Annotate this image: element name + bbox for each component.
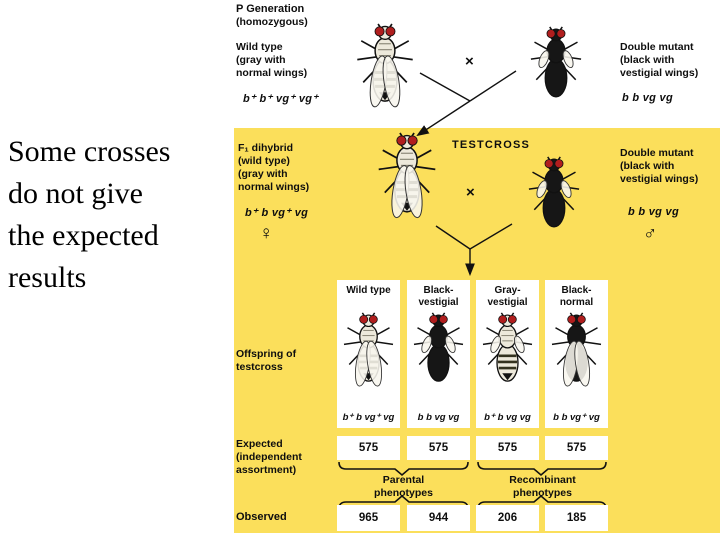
p-generation-subheading: (homozygous) <box>236 16 308 28</box>
fly-offspring-gray-vestigial <box>481 312 534 396</box>
observed-value: 965 <box>337 505 400 531</box>
p-wild-type-label: Wild type (gray with normal wings) <box>236 41 307 80</box>
caption-line: do not give <box>8 177 143 210</box>
label-line: (gray with <box>238 168 288 180</box>
label-line: normal wings) <box>236 67 308 79</box>
p-double-mutant-label: Double mutant (black with vestigial wing… <box>620 41 698 80</box>
observed-value: 944 <box>407 505 470 531</box>
label-line: Double mutant <box>620 41 694 53</box>
label-line: Offspring of <box>236 348 297 360</box>
caption-line: Some crosses <box>8 135 171 168</box>
testcross-cross-symbol: × <box>466 184 475 201</box>
f1-dihybrid-label: F₁ dihybrid (wild type) (gray with norma… <box>238 142 309 194</box>
caption-line: the expected <box>8 219 159 252</box>
offspring-column-black-normal: Black- normal b b vg⁺ vg <box>545 280 608 428</box>
title-line: Wild type <box>346 285 391 296</box>
title-line: vestigial <box>418 297 459 308</box>
fly-offspring-black-vestigial <box>412 312 465 396</box>
label-line: Expected <box>236 438 283 450</box>
p-cross-line-left <box>419 72 471 102</box>
fly-f1-dihybrid <box>374 132 440 229</box>
offspring-genotype: b b vg⁺ vg <box>553 412 600 423</box>
parental-phenotypes-label: Parental phenotypes <box>337 474 470 500</box>
title-line: Black- <box>561 285 592 296</box>
expected-row-label: Expected (independent assortment) <box>236 438 302 477</box>
column-title: Black- normal <box>545 285 608 309</box>
observed-value: 206 <box>476 505 539 531</box>
expected-value: 575 <box>337 436 400 460</box>
offspring-column-gray-vestigial: Gray- vestigial b⁺ b vg vg <box>476 280 539 428</box>
p-cross-line-right <box>469 70 517 102</box>
recombinant-phenotypes-label: Recombinant phenotypes <box>476 474 609 500</box>
title-line: Black- <box>423 285 454 296</box>
offspring-genotype: b⁺ b vg vg <box>484 412 531 423</box>
column-title: Gray- vestigial <box>476 285 539 309</box>
offspring-row-label: Offspring of testcross <box>236 348 296 374</box>
caption-line: results <box>8 261 87 294</box>
fly-parent-double-mutant <box>527 26 585 112</box>
expected-value: 575 <box>407 436 470 460</box>
offspring-column-black-vestigial: Black- vestigial b b vg vg <box>407 280 470 428</box>
slide-caption: Some crosses do not give the expected re… <box>8 131 226 299</box>
testcross-right-genotype: b b vg vg <box>628 206 679 218</box>
label-line: vestigial wings) <box>620 173 699 185</box>
p-generation-heading: P Generation <box>236 3 305 15</box>
f1-genotype: b⁺ b vg⁺ vg <box>245 207 309 219</box>
title-line: Gray- <box>494 285 521 296</box>
label-line: assortment) <box>236 464 297 476</box>
label-line: F₁ dihybrid <box>238 142 294 154</box>
female-symbol: ♀ <box>259 223 274 244</box>
fly-offspring-black-normal <box>550 312 603 396</box>
label-line: (independent <box>236 451 302 463</box>
label-line: Recombinant <box>509 474 576 486</box>
offspring-genotype: b b vg vg <box>417 412 460 423</box>
observed-row-label: Observed <box>236 511 287 523</box>
label-line: (black with <box>620 54 675 66</box>
observed-value: 185 <box>545 505 608 531</box>
p-right-genotype: b b vg vg <box>622 92 673 104</box>
expected-value: 575 <box>476 436 539 460</box>
expected-value: 575 <box>545 436 608 460</box>
male-symbol: ♂ <box>643 223 658 244</box>
label-line: (gray with <box>236 54 286 66</box>
fly-parent-wild-type <box>352 23 418 118</box>
p-cross-symbol: × <box>465 53 474 70</box>
label-line: phenotypes <box>513 487 572 499</box>
offspring-genotype: b⁺ b vg⁺ vg <box>342 412 395 423</box>
testcross-double-mutant-label: Double mutant (black with vestigial wing… <box>620 147 698 186</box>
label-line: normal wings) <box>238 181 310 193</box>
fly-offspring-wild-type <box>342 312 395 396</box>
label-line: Wild type <box>236 41 283 53</box>
label-line: (wild type) <box>238 155 290 167</box>
column-title: Wild type <box>337 285 400 297</box>
title-line: normal <box>559 297 594 308</box>
label-line: Parental <box>382 474 425 486</box>
label-line: testcross <box>236 361 283 373</box>
label-line: Double mutant <box>620 147 694 159</box>
testcross-heading: TESTCROSS <box>452 139 531 151</box>
label-line: phenotypes <box>374 487 433 499</box>
label-line: vestigial wings) <box>620 67 699 79</box>
p-left-genotype: b⁺ b⁺ vg⁺ vg⁺ <box>243 93 319 105</box>
column-title: Black- vestigial <box>407 285 470 309</box>
label-line: (black with <box>620 160 675 172</box>
title-line: vestigial <box>487 297 528 308</box>
offspring-column-wild-type: Wild type b⁺ b vg⁺ vg <box>337 280 400 428</box>
fly-testcross-double-mutant <box>525 156 583 242</box>
